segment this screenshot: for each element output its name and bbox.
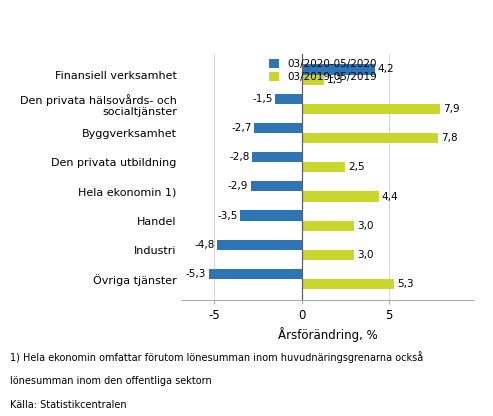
X-axis label: Årsförändring, %: Årsförändring, % <box>278 327 378 342</box>
Text: 4,4: 4,4 <box>381 191 398 201</box>
Text: 3,0: 3,0 <box>357 250 373 260</box>
Text: -2,9: -2,9 <box>228 181 248 191</box>
Legend: 03/2020-05/2020, 03/2019-05/2019: 03/2020-05/2020, 03/2019-05/2019 <box>269 59 378 82</box>
Text: -3,5: -3,5 <box>217 210 238 220</box>
Text: 2,5: 2,5 <box>348 162 365 172</box>
Bar <box>217 240 302 250</box>
Text: 1,3: 1,3 <box>327 74 344 84</box>
Bar <box>302 220 354 231</box>
Text: 7,9: 7,9 <box>443 104 459 114</box>
Text: -1,5: -1,5 <box>252 94 273 104</box>
Text: -2,7: -2,7 <box>231 123 251 133</box>
Text: 1) Hela ekonomin omfattar förutom lönesumman inom huvudnäringsgrenarna också: 1) Hela ekonomin omfattar förutom lönesu… <box>10 352 423 364</box>
Bar <box>302 191 379 202</box>
Bar <box>240 210 302 220</box>
Bar <box>252 152 302 162</box>
Text: -4,8: -4,8 <box>194 240 215 250</box>
Bar <box>302 162 346 172</box>
Text: -5,3: -5,3 <box>186 269 206 279</box>
Text: Källa: Statistikcentralen: Källa: Statistikcentralen <box>10 400 127 410</box>
Text: 3,0: 3,0 <box>357 221 373 231</box>
Bar <box>275 94 302 104</box>
Bar <box>302 74 324 85</box>
Bar <box>302 279 394 289</box>
Text: 4,2: 4,2 <box>378 64 394 74</box>
Bar <box>254 123 302 133</box>
Text: 7,8: 7,8 <box>441 133 458 143</box>
Text: 5,3: 5,3 <box>397 279 414 289</box>
Text: -2,8: -2,8 <box>230 152 250 162</box>
Bar <box>302 64 375 74</box>
Bar <box>302 104 440 114</box>
Bar <box>302 133 438 143</box>
Bar <box>209 269 302 279</box>
Bar <box>302 250 354 260</box>
Bar <box>251 181 302 191</box>
Text: lönesumman inom den offentliga sektorn: lönesumman inom den offentliga sektorn <box>10 376 211 386</box>
